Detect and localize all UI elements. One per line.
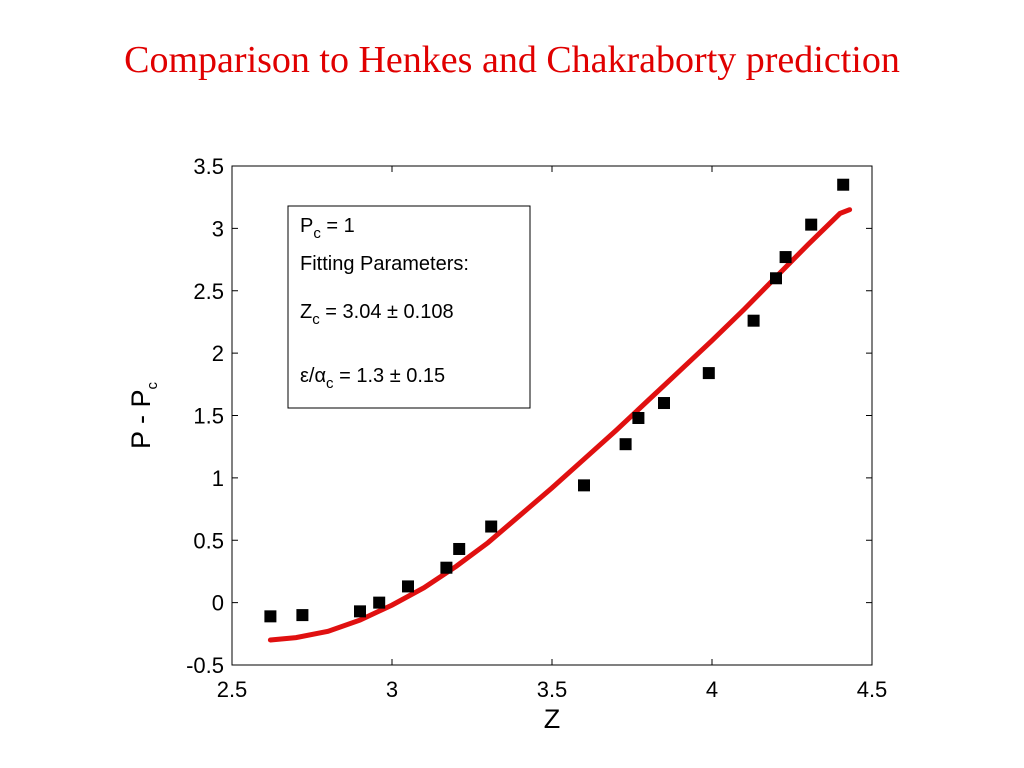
data-point [578, 479, 590, 492]
data-point [354, 605, 366, 618]
annotation-frame [287, 205, 531, 409]
marker-layer [264, 178, 850, 623]
data-point [837, 178, 850, 191]
data-point [296, 609, 309, 622]
annotation-pc-sub: c [313, 225, 321, 242]
annotation-pc-value: = 1 [321, 215, 355, 237]
data-point [453, 542, 466, 555]
annotation-pc: Pc = 1 [300, 215, 355, 242]
y-tick-label: 0.5 [193, 528, 224, 553]
y-tick-label: 2 [212, 341, 224, 366]
annotation-ea-sub: c [326, 375, 334, 392]
data-point [779, 251, 792, 264]
x-axis-label: Z [544, 704, 561, 734]
y-tick-label: 2.5 [193, 279, 224, 304]
data-point [747, 314, 760, 327]
annotation-ea-value: = 1.3 ± 0.15 [334, 365, 446, 387]
annotation-pc-main: P [300, 215, 313, 237]
y-axis-label-main: P - P [126, 389, 156, 449]
data-point [402, 580, 414, 593]
x-tick-label: 2.5 [217, 677, 248, 702]
y-axis-label-sub: c [144, 381, 161, 389]
annotation-fitting-label: Fitting Parameters: [300, 253, 469, 275]
annotation-epsilon-alpha: ε/αc = 1.3 ± 0.15 [300, 365, 445, 392]
y-tick-label: 1 [212, 466, 224, 491]
data-point [770, 272, 782, 285]
y-tick-label: 3 [212, 216, 224, 241]
data-point [440, 561, 453, 574]
annotation-ea-main: ε/α [300, 365, 326, 387]
data-point [485, 520, 498, 533]
data-point [658, 397, 670, 410]
annotation-box: Pc = 1 Fitting Parameters: Zc = 3.04 ± 0… [287, 205, 531, 409]
x-tick-label: 4.5 [857, 677, 888, 702]
y-tick-label: -0.5 [186, 653, 224, 678]
y-tick-label: 0 [212, 591, 224, 616]
annotation-zc-main: Z [300, 301, 312, 323]
x-tick-label: 3 [386, 677, 398, 702]
data-point [373, 596, 386, 609]
data-point [619, 438, 632, 451]
data-point [632, 411, 645, 424]
x-tick-label: 3.5 [537, 677, 568, 702]
annotation-zc: Zc = 3.04 ± 0.108 [300, 301, 454, 328]
x-tick-label: 4 [706, 677, 718, 702]
annotation-zc-value: = 3.04 ± 0.108 [320, 301, 454, 323]
slide-title: Comparison to Henkes and Chakraborty pre… [124, 39, 900, 81]
y-tick-label: 1.5 [193, 404, 224, 429]
y-axis-label: P - Pc [126, 381, 161, 449]
y-tick-label: 3.5 [193, 154, 224, 179]
axis-ticks: 2.5 3 3.5 4 4.5 -0.5 0 0.5 1 1.5 2 2.5 3 3.5 [186, 154, 887, 702]
data-point [264, 610, 277, 623]
annotation-zc-sub: c [312, 311, 320, 328]
data-point [702, 367, 715, 380]
data-point [805, 218, 818, 231]
